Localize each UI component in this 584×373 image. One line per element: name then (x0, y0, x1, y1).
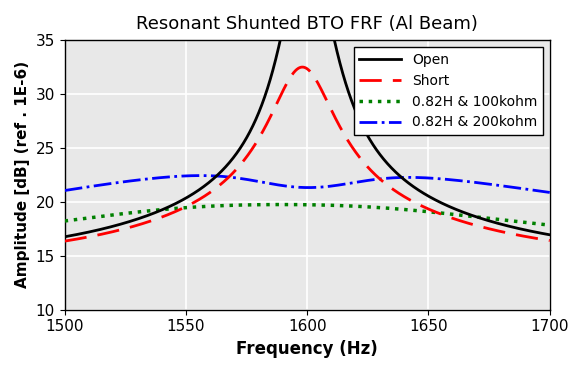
Open (61, 235, 68, 239)
Short (297, 65, 304, 70)
0.82H & 100kohm (533, 222, 540, 226)
0.82H & 200kohm (297, 185, 304, 189)
X-axis label: Frequency (Hz): Frequency (Hz) (237, 340, 378, 358)
Line: Short: Short (65, 67, 550, 241)
0.82H & 100kohm (279, 202, 286, 207)
0.82H & 200kohm (86, 184, 93, 189)
0.82H & 100kohm (61, 219, 68, 223)
0.82H & 100kohm (532, 222, 539, 226)
Short (299, 65, 306, 69)
Open (533, 230, 540, 234)
Legend: Open, Short, 0.82H & 100kohm, 0.82H & 200kohm: Open, Short, 0.82H & 100kohm, 0.82H & 20… (353, 47, 543, 135)
Y-axis label: Amplitude [dB] (ref . 1E-6): Amplitude [dB] (ref . 1E-6) (15, 61, 30, 288)
Open (546, 232, 553, 237)
0.82H & 100kohm (284, 202, 291, 207)
0.82H & 200kohm (197, 173, 204, 178)
Open (532, 230, 539, 234)
Short (284, 79, 291, 84)
0.82H & 200kohm (533, 188, 540, 193)
0.82H & 100kohm (86, 216, 93, 220)
0.82H & 100kohm (297, 203, 304, 207)
Short (533, 236, 540, 241)
Short (86, 235, 93, 239)
Open (86, 230, 93, 234)
Title: Resonant Shunted BTO FRF (Al Beam): Resonant Shunted BTO FRF (Al Beam) (136, 15, 478, 33)
Short (532, 236, 539, 241)
Short (443, 214, 450, 219)
Line: 0.82H & 200kohm: 0.82H & 200kohm (65, 176, 550, 192)
0.82H & 200kohm (284, 184, 291, 188)
0.82H & 100kohm (443, 211, 450, 216)
0.82H & 200kohm (532, 188, 539, 193)
0.82H & 200kohm (443, 177, 450, 182)
Line: 0.82H & 100kohm: 0.82H & 100kohm (65, 204, 550, 225)
Line: Open: Open (65, 0, 550, 237)
0.82H & 100kohm (546, 223, 553, 228)
0.82H & 200kohm (546, 190, 553, 195)
0.82H & 200kohm (61, 188, 68, 193)
Short (546, 238, 553, 243)
Short (61, 239, 68, 243)
Open (443, 203, 450, 208)
Open (284, 2, 291, 6)
